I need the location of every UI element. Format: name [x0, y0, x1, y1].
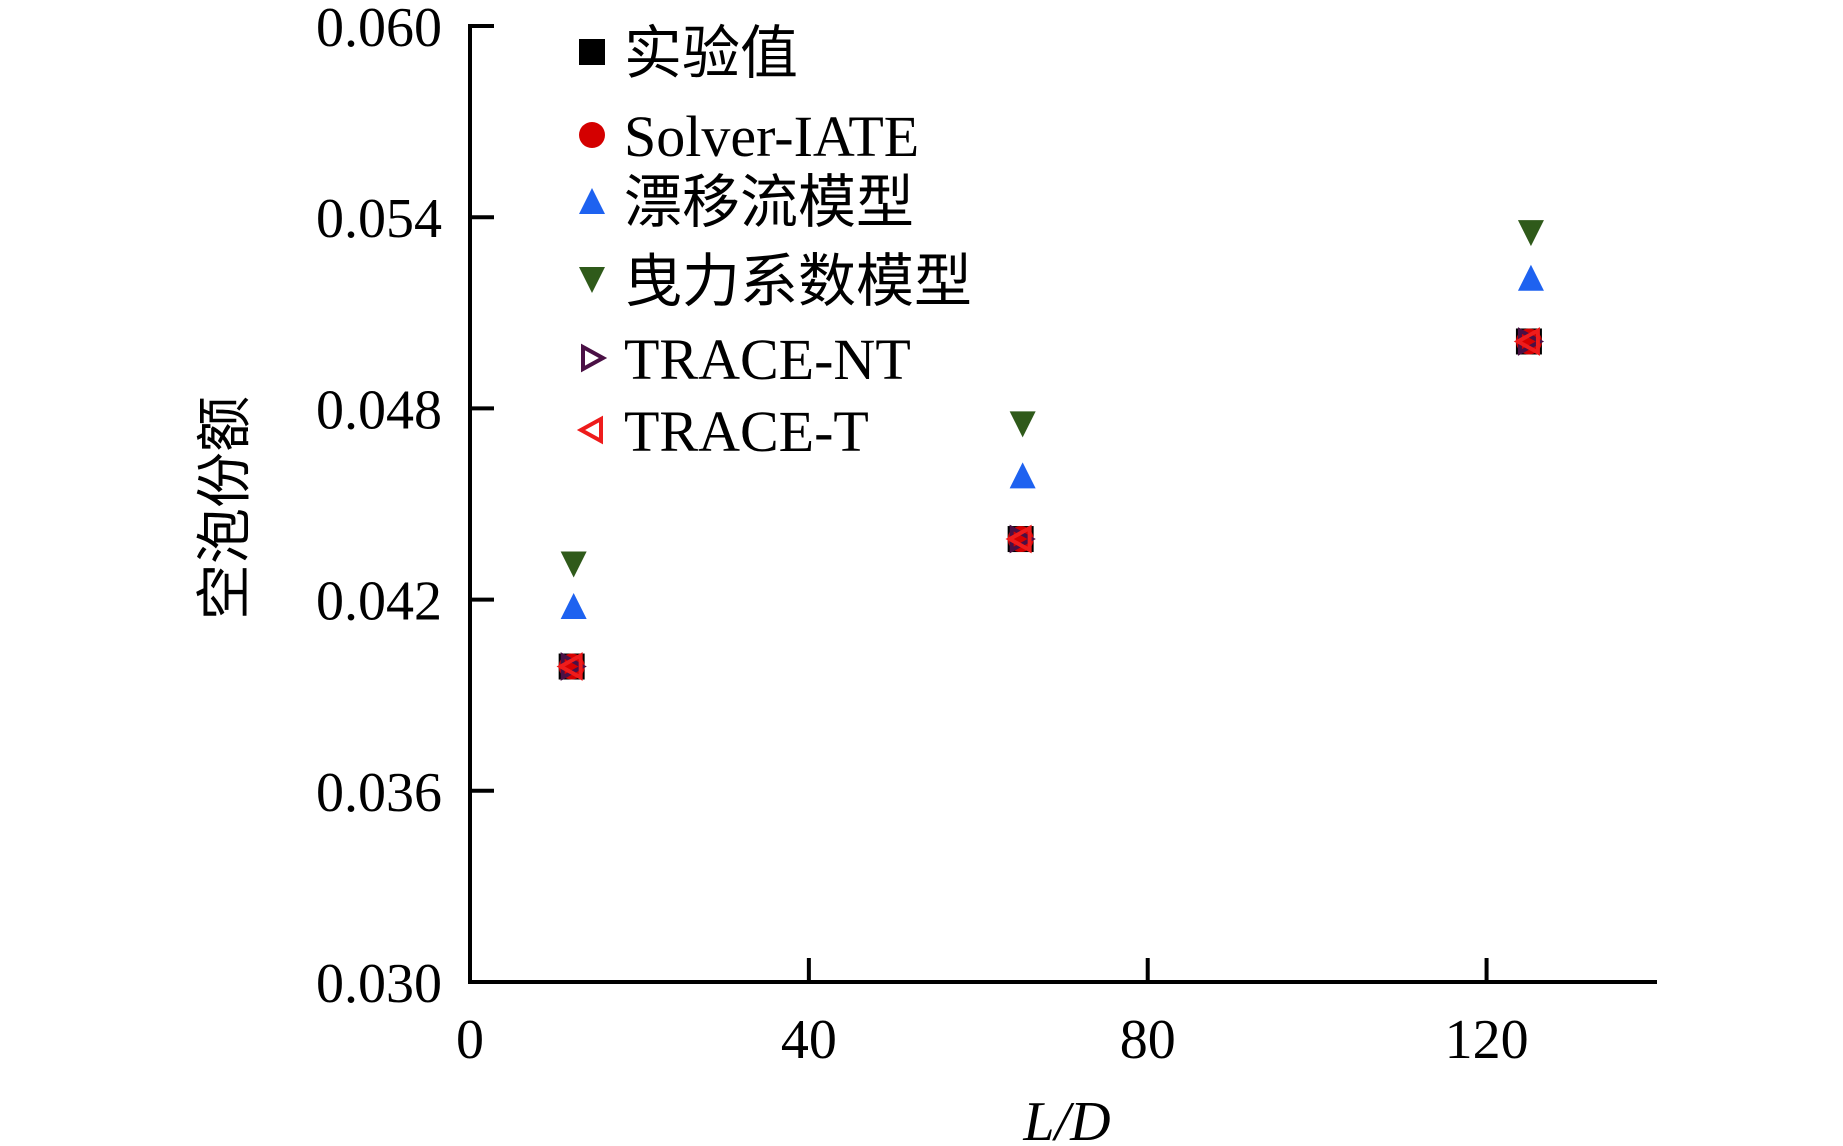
y-tick-label: 0.048 [316, 379, 442, 441]
data-point-triangle-left-open [1513, 327, 1540, 356]
legend-label: TRACE-T [624, 399, 869, 464]
y-tick-label: 0.060 [316, 0, 442, 59]
legend-marker-triangle-down [579, 267, 605, 293]
legend-item: 曳力系数模型 [579, 249, 972, 314]
legend-marker-circle [579, 122, 605, 148]
data-point-circle [558, 653, 585, 680]
legend-item: 实验值 [579, 21, 798, 86]
axes [468, 24, 1657, 984]
y-axis-label: 空泡份额 [195, 396, 257, 620]
data-point-triangle-left-open [556, 652, 583, 681]
legend-marker-triangle-up [579, 188, 605, 214]
x-tick-label: 80 [1120, 1009, 1176, 1071]
legend-label: 曳力系数模型 [624, 249, 972, 314]
x-tick-label: 40 [781, 1009, 837, 1071]
x-axis-label: L/D [1022, 1091, 1110, 1146]
legend-item: Solver-IATE [579, 104, 919, 169]
legend-item: TRACE-T [576, 399, 869, 464]
y-tick-label: 0.036 [316, 762, 442, 824]
y-tick-label: 0.030 [316, 953, 442, 1015]
legend-label: TRACE-NT [624, 327, 911, 392]
legend-marker-triangle-right-open [581, 343, 608, 373]
data-point-triangle-up [560, 592, 587, 619]
legend-label: 实验值 [624, 21, 798, 86]
data-point-triangle-left-open [1005, 524, 1032, 554]
legend-marker-triangle-left-open [576, 415, 603, 445]
data-point-circle [1515, 328, 1542, 355]
y-tick-label: 0.042 [316, 571, 442, 633]
data-point-circle [1007, 526, 1034, 553]
data-point-triangle-up [1517, 264, 1544, 291]
y-tick-label: 0.054 [316, 188, 442, 250]
legend-marker-square [579, 39, 605, 65]
data-point-triangle-down [1009, 411, 1036, 438]
legend-item: 漂移流模型 [579, 170, 914, 235]
data-point-triangle-up [1009, 462, 1036, 489]
data-point-triangle-down [1517, 220, 1544, 247]
legend-label: Solver-IATE [624, 104, 919, 169]
x-tick-label: 120 [1445, 1009, 1529, 1071]
data-point-triangle-down [560, 551, 587, 578]
legend-label: 漂移流模型 [624, 170, 914, 235]
x-tick-label: 0 [456, 1009, 484, 1071]
legend-item: TRACE-NT [581, 327, 911, 392]
